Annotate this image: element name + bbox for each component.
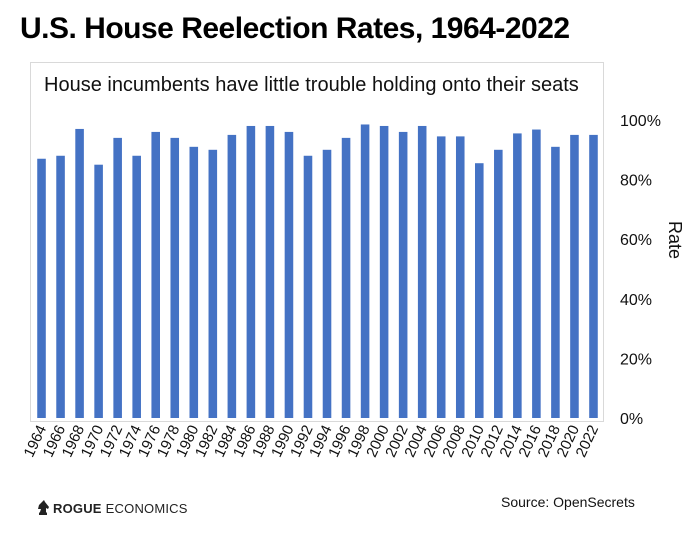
bar-1984	[227, 134, 237, 418]
bar-1994	[322, 149, 332, 419]
bar-2016	[532, 129, 541, 419]
bar-2014	[513, 133, 522, 418]
logo-text-secondary: ECONOMICS	[105, 500, 188, 516]
bar-1966	[56, 155, 65, 418]
bar-2018	[551, 146, 560, 418]
bar-1996	[341, 137, 351, 418]
y-axis-title: Rate	[665, 221, 685, 259]
y-tick-label: 100%	[620, 113, 661, 130]
knight-icon	[38, 500, 49, 515]
bar-1972	[113, 137, 122, 418]
y-tick-label: 40%	[620, 292, 652, 309]
bar-2012	[494, 149, 503, 419]
y-tick-label: 80%	[620, 173, 652, 190]
y-tick-label: 60%	[620, 232, 652, 249]
source-note: Source: OpenSecrets	[501, 494, 635, 510]
bar-1968	[75, 128, 84, 418]
bar-1992	[303, 155, 313, 418]
y-tick-label: 20%	[620, 351, 652, 368]
y-tick-label: 0%	[620, 411, 643, 428]
bar-2006	[436, 136, 446, 418]
bar-1970	[94, 164, 103, 418]
rogue-economics-logo: ROGUE ECONOMICS	[36, 500, 188, 516]
bar-1988	[265, 125, 275, 419]
bar-1990	[284, 131, 294, 419]
x-axis-labels: 1964196619681970197219741976197819801982…	[21, 423, 602, 460]
bar-2022	[589, 134, 598, 418]
bar-1986	[246, 125, 256, 419]
bars-layer	[37, 124, 598, 419]
bar-1980	[189, 146, 199, 418]
bar-2010	[475, 163, 484, 418]
bar-1998	[360, 124, 370, 418]
bar-1978	[170, 137, 180, 418]
bar-1964	[37, 158, 46, 419]
bar-2000	[379, 125, 389, 419]
bar-2002	[398, 131, 408, 419]
plot-area	[30, 62, 604, 422]
bar-1982	[208, 149, 218, 419]
bar-2020	[570, 134, 579, 418]
bar-1974	[132, 155, 141, 418]
logo-text-primary: ROGUE	[53, 500, 102, 516]
bar-2008	[455, 136, 465, 418]
y-axis-ticks: 0% 20% 40% 60% 80% 100%	[620, 113, 661, 428]
bar-1976	[151, 131, 160, 419]
bar-2004	[417, 125, 427, 419]
chart-subtitle: House incumbents have little trouble hol…	[44, 74, 579, 96]
page-title: U.S. House Reelection Rates, 1964-2022	[20, 12, 570, 45]
